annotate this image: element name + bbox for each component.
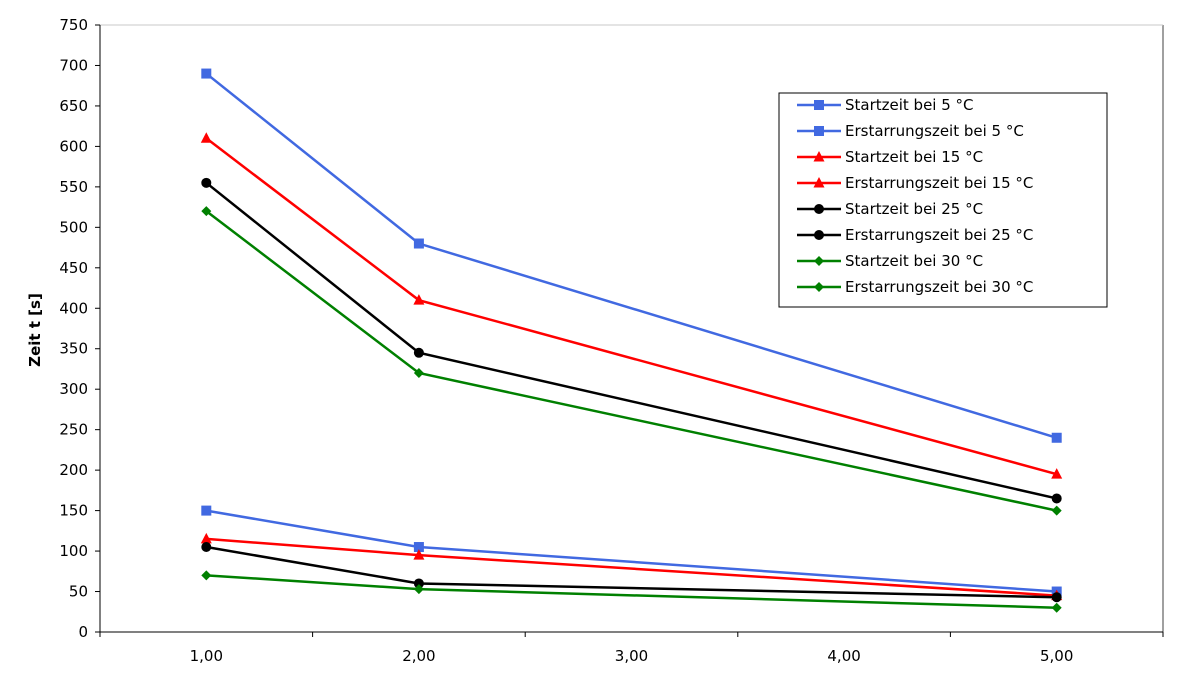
legend-label: Startzeit bei 5 °C xyxy=(845,96,974,114)
series-5 xyxy=(201,542,1062,603)
y-tick-label: 450 xyxy=(59,259,88,277)
legend-label: Erstarrungszeit bei 15 °C xyxy=(845,174,1033,192)
legend-label: Erstarrungszeit bei 5 °C xyxy=(845,122,1024,140)
data-point xyxy=(201,542,212,553)
y-tick-label: 350 xyxy=(59,340,88,358)
y-tick-label: 150 xyxy=(59,502,88,520)
series-4 xyxy=(200,132,1063,479)
legend-marker xyxy=(814,126,824,136)
x-tick-label: 4,00 xyxy=(827,647,860,665)
series-7 xyxy=(201,570,1062,613)
legend-marker xyxy=(814,204,824,214)
legend-item: Startzeit bei 5 °C xyxy=(797,96,974,114)
legend-label: Startzeit bei 30 °C xyxy=(845,252,983,270)
data-point xyxy=(413,294,425,305)
data-point xyxy=(200,132,212,143)
y-axis-title: Zeit t [s] xyxy=(26,293,44,367)
x-tick-label: 1,00 xyxy=(190,647,223,665)
data-point xyxy=(201,206,212,217)
data-point xyxy=(1051,432,1062,443)
legend-item: Erstarrungszeit bei 5 °C xyxy=(797,122,1024,140)
legend: Startzeit bei 5 °C Erstarrungszeit bei 5 … xyxy=(778,92,1108,308)
data-point xyxy=(413,578,424,589)
x-tick-label: 3,00 xyxy=(615,647,648,665)
data-point xyxy=(1051,602,1062,613)
legend-label: Erstarrungszeit bei 25 °C xyxy=(845,226,1033,244)
series-6 xyxy=(201,177,1062,504)
y-tick-label: 100 xyxy=(59,542,88,560)
data-point xyxy=(1051,493,1062,504)
legend-marker xyxy=(813,151,825,162)
data-point xyxy=(413,347,424,358)
legend-label: Startzeit bei 25 °C xyxy=(845,200,983,218)
data-point xyxy=(1051,505,1062,516)
legend-item: Erstarrungszeit bei 15 °C xyxy=(797,174,1033,192)
legend-marker xyxy=(814,230,824,240)
legend-item: Startzeit bei 25 °C xyxy=(797,200,983,218)
legend-item: Startzeit bei 15 °C xyxy=(797,148,983,166)
legend-item: Erstarrungszeit bei 30 °C xyxy=(797,278,1033,296)
y-tick-label: 700 xyxy=(59,56,88,74)
data-point xyxy=(413,584,424,595)
data-point xyxy=(413,549,425,560)
series-2 xyxy=(201,68,1062,443)
x-axis: 1,00 2,00 3,00 4,00 5,00 xyxy=(99,631,1164,665)
legend-label: Erstarrungszeit bei 30 °C xyxy=(845,278,1033,296)
data-point xyxy=(1051,468,1063,479)
legend-item: Startzeit bei 30 °C xyxy=(797,252,983,270)
y-tick-label: 0 xyxy=(78,623,88,641)
data-point xyxy=(413,542,424,553)
data-point xyxy=(200,532,212,544)
legend-marker xyxy=(814,256,824,266)
y-tick-label: 400 xyxy=(59,299,88,317)
y-tick-label: 200 xyxy=(59,461,88,479)
data-point xyxy=(413,368,424,379)
legend-box xyxy=(778,92,1108,308)
x-tick-label: 2,00 xyxy=(402,647,435,665)
legend-marker xyxy=(813,177,825,188)
y-tick-label: 300 xyxy=(59,380,88,398)
data-point xyxy=(201,570,212,581)
y-tick-label: 550 xyxy=(59,178,88,196)
legend-label: Startzeit bei 15 °C xyxy=(845,148,983,166)
series-8 xyxy=(201,206,1062,516)
data-point xyxy=(1051,592,1062,603)
y-tick-label: 500 xyxy=(59,218,88,236)
y-tick-label: 50 xyxy=(69,583,88,601)
data-point xyxy=(413,238,424,249)
x-tick-label: 5,00 xyxy=(1040,647,1073,665)
legend-item: Erstarrungszeit bei 25 °C xyxy=(797,226,1033,244)
y-axis: 0 50 100 150 200 250 300 350 400 450 500 550 600 650 7… xyxy=(59,16,101,641)
legend-marker xyxy=(814,100,824,110)
y-tick-label: 750 xyxy=(59,16,88,34)
data-point xyxy=(201,177,212,188)
data-point xyxy=(201,505,212,516)
y-tick-label: 650 xyxy=(59,97,88,115)
legend-marker xyxy=(814,282,824,292)
data-point xyxy=(201,68,212,79)
y-tick-label: 250 xyxy=(59,421,88,439)
y-tick-label: 600 xyxy=(59,137,88,155)
series-layer xyxy=(200,68,1063,613)
